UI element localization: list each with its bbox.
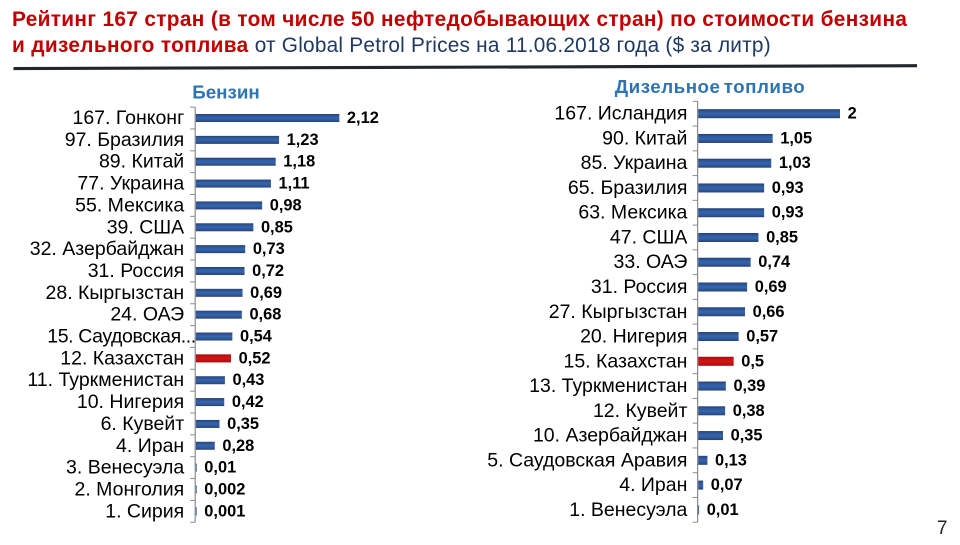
svg-text:0,001: 0,001	[204, 502, 245, 520]
svg-text:0,35: 0,35	[731, 427, 763, 445]
svg-text:0,01: 0,01	[707, 501, 739, 519]
svg-text:11. Туркменистан: 11. Туркменистан	[27, 369, 184, 391]
svg-text:0,42: 0,42	[232, 393, 264, 411]
svg-text:1,18: 1,18	[283, 153, 315, 171]
svg-text:0,85: 0,85	[261, 218, 293, 236]
svg-text:89. Китай: 89. Китай	[99, 151, 184, 173]
svg-text:0,72: 0,72	[252, 262, 284, 280]
svg-text:1. Венесуэла: 1. Венесуэла	[569, 499, 687, 521]
svg-text:0,57: 0,57	[746, 328, 778, 346]
svg-text:Бензин: Бензин	[192, 82, 260, 103]
svg-text:7: 7	[937, 518, 948, 539]
svg-text:0,73: 0,73	[253, 240, 285, 258]
svg-text:0,93: 0,93	[772, 204, 804, 222]
svg-text:0,66: 0,66	[753, 303, 785, 321]
svg-text:15. Казахстан: 15. Казахстан	[563, 350, 687, 372]
svg-text:0,5: 0,5	[741, 352, 764, 370]
svg-text:3. Венесуэла: 3. Венесуэла	[66, 457, 184, 479]
svg-text:6. Кувейт: 6. Кувейт	[101, 413, 185, 435]
svg-text:33. ОАЭ: 33. ОАЭ	[614, 251, 688, 273]
svg-text:2: 2	[848, 105, 857, 123]
svg-text:15. Саудовская...: 15. Саудовская...	[47, 326, 196, 348]
svg-text:1,05: 1,05	[780, 129, 812, 147]
svg-text:1,11: 1,11	[279, 175, 310, 193]
svg-text:0,52: 0,52	[239, 349, 271, 367]
svg-text:63. Мексика: 63. Мексика	[578, 202, 687, 224]
svg-text:31. Россия: 31. Россия	[591, 276, 687, 298]
svg-text:90. Китай: 90. Китай	[602, 127, 687, 149]
svg-text:12. Кувейт: 12. Кувейт	[593, 400, 688, 422]
svg-text:0,68: 0,68	[249, 306, 281, 324]
svg-text:12. Казахстан: 12. Казахстан	[60, 347, 184, 369]
svg-text:20. Нигерия: 20. Нигерия	[580, 326, 687, 348]
svg-text:28. Кыргызстан: 28. Кыргызстан	[46, 282, 185, 304]
svg-text:0,39: 0,39	[733, 377, 765, 395]
svg-text:5. Саудовская Аравия: 5. Саудовская Аравия	[487, 449, 687, 471]
svg-text:27. Кыргызстан: 27. Кыргызстан	[549, 301, 688, 323]
svg-text:0,28: 0,28	[222, 437, 254, 455]
svg-text:47. США: 47. США	[610, 226, 688, 248]
svg-text:55. Мексика: 55. Мексика	[75, 194, 184, 216]
svg-text:2,12: 2,12	[347, 109, 379, 127]
svg-text:0,002: 0,002	[204, 480, 245, 498]
svg-text:0,54: 0,54	[240, 328, 273, 346]
svg-text:4. Иран: 4. Иран	[619, 474, 687, 496]
svg-text:31. Россия: 31. Россия	[88, 260, 184, 282]
svg-text:0,98: 0,98	[270, 196, 302, 214]
svg-text:13. Туркменистан: 13. Туркменистан	[529, 375, 687, 397]
svg-text:Дизельное топливо: Дизельное топливо	[615, 76, 805, 97]
svg-text:0,93: 0,93	[772, 179, 804, 197]
svg-text:0,69: 0,69	[250, 284, 282, 302]
svg-text:97. Бразилия: 97. Бразилия	[65, 129, 184, 151]
svg-text:24. ОАЭ: 24. ОАЭ	[110, 304, 184, 326]
svg-text:1,03: 1,03	[779, 154, 811, 172]
svg-text:0,13: 0,13	[715, 451, 747, 469]
svg-text:0,43: 0,43	[233, 371, 265, 389]
svg-text:77. Украина: 77. Украина	[77, 173, 184, 195]
svg-text:0,35: 0,35	[227, 415, 259, 433]
svg-text:0,69: 0,69	[755, 278, 787, 296]
svg-text:32. Азербайджан: 32. Азербайджан	[30, 238, 184, 260]
svg-text:1,23: 1,23	[287, 131, 319, 149]
svg-text:0,74: 0,74	[758, 253, 791, 271]
svg-text:10. Нигерия: 10. Нигерия	[77, 391, 184, 413]
svg-text:167. Гонконг: 167. Гонконг	[72, 107, 184, 129]
svg-text:39. США: 39. США	[107, 216, 185, 238]
svg-text:65. Бразилия: 65. Бразилия	[568, 177, 687, 199]
svg-text:0,01: 0,01	[204, 459, 236, 477]
svg-text:0,38: 0,38	[733, 402, 765, 420]
svg-text:4. Иран: 4. Иран	[116, 435, 184, 457]
svg-text:167. Исландия: 167. Исландия	[554, 103, 687, 125]
svg-text:1. Сирия: 1. Сирия	[105, 500, 184, 522]
svg-text:0,07: 0,07	[711, 476, 743, 494]
svg-text:0,85: 0,85	[766, 228, 798, 246]
svg-text:2. Монголия: 2. Монголия	[75, 478, 185, 500]
svg-text:10. Азербайджан: 10. Азербайджан	[533, 425, 687, 447]
svg-text:85. Украина: 85. Украина	[581, 152, 688, 174]
